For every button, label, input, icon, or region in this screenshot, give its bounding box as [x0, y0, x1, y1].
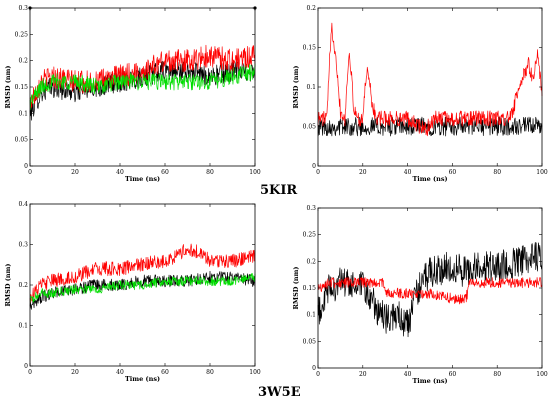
y-tick-label: 0.05 — [15, 137, 29, 144]
y-tick-label: 0.2 — [306, 5, 316, 12]
x-tick-label: 20 — [359, 371, 367, 378]
x-tick-label: 60 — [449, 371, 457, 378]
y-axis-label: RMSD (nm) — [4, 264, 12, 307]
x-tick-label: 20 — [71, 369, 79, 376]
y-axis-label: RMSD (nm) — [4, 66, 12, 109]
corner-marker — [253, 6, 257, 10]
x-tick-label: 40 — [404, 169, 412, 176]
series-line-2 — [317, 22, 543, 137]
x-axis-label: Time (ns) — [125, 375, 160, 383]
y-tick-label: 0 — [312, 163, 316, 170]
x-tick-label: 0 — [316, 169, 320, 176]
chart-bottom-left: 0 20 40 60 80 100 0 0.1 0.2 0.3 0.4 Time (ns) RMSD (… — [4, 201, 261, 383]
x-tick-label: 80 — [206, 169, 214, 176]
figure-label-3w5e: 3W5E — [258, 385, 301, 400]
y-tick-label: 0 — [24, 363, 28, 370]
y-tick-label: 0 — [24, 163, 28, 170]
x-tick-label: 40 — [116, 169, 124, 176]
y-tick-label: 0.15 — [303, 285, 317, 292]
figure-label-5kir: 5KIR — [260, 183, 297, 198]
y-tick-label: 0.1 — [306, 312, 316, 319]
x-tick-label: 80 — [206, 369, 214, 376]
x-tick-label: 80 — [493, 169, 501, 176]
x-tick-label: 0 — [316, 371, 320, 378]
y-tick-label: 0.1 — [18, 323, 28, 330]
x-tick-label: 100 — [536, 169, 548, 176]
series-line-3 — [29, 63, 256, 111]
x-tick-label: 0 — [28, 169, 32, 176]
x-tick-label: 100 — [536, 371, 548, 378]
y-tick-label: 0.15 — [15, 84, 29, 91]
x-tick-label: 60 — [449, 169, 457, 176]
y-tick-label: 0.1 — [306, 84, 316, 91]
series-line-3 — [29, 273, 256, 303]
x-tick-label: 60 — [161, 369, 169, 376]
y-tick-label: 0.1 — [18, 110, 28, 117]
y-tick-label: 0.2 — [306, 258, 316, 265]
x-axis-label: Time (ns) — [125, 175, 160, 183]
series-line-2 — [317, 277, 543, 305]
y-axis-label: RMSD (nm) — [292, 66, 300, 109]
y-tick-label: 0.25 — [303, 232, 317, 239]
y-tick-label: 0.15 — [303, 45, 317, 52]
x-tick-label: 20 — [71, 169, 79, 176]
y-tick-label: 0.3 — [18, 242, 28, 249]
x-tick-label: 60 — [161, 169, 169, 176]
series-line-1 — [317, 242, 543, 338]
x-tick-label: 80 — [493, 371, 501, 378]
plot-frame — [317, 7, 543, 167]
y-tick-label: 0.25 — [15, 31, 29, 38]
corner-marker — [28, 6, 32, 10]
x-axis-label: Time (ns) — [412, 175, 447, 183]
y-tick-label: 0.05 — [303, 124, 317, 131]
y-tick-label: 0.2 — [18, 282, 28, 289]
y-tick-label: 0.05 — [303, 338, 317, 345]
x-tick-label: 40 — [116, 369, 124, 376]
y-tick-label: 0 — [312, 365, 316, 372]
series-line-2 — [29, 44, 256, 109]
y-tick-label: 0.3 — [306, 205, 316, 212]
y-axis-label: RMSD (nm) — [292, 267, 300, 310]
y-tick-label: 0.2 — [18, 58, 28, 65]
y-tick-label: 0.4 — [18, 201, 28, 208]
series-line-1 — [29, 270, 256, 310]
x-tick-label: 20 — [359, 169, 367, 176]
chart-top-left: 0 20 40 60 80 100 0 0.05 0.1 0.15 0.2 0.25 0.3 Time (… — [4, 5, 261, 183]
x-tick-label: 0 — [28, 369, 32, 376]
chart-top-right: 0 20 40 60 80 100 0 0.05 0.1 0.15 0.2 Time (ns) RMSD… — [292, 5, 548, 183]
x-tick-label: 100 — [249, 169, 261, 176]
x-tick-label: 100 — [249, 369, 261, 376]
x-tick-label: 40 — [404, 371, 412, 378]
chart-bottom-right: 0 20 40 60 80 100 0 0.05 0.1 0.15 0.2 0.25 0.3 Time (… — [292, 205, 548, 385]
x-axis-label: Time (ns) — [412, 377, 447, 385]
y-tick-label: 0.3 — [18, 5, 28, 12]
series-line-2 — [29, 243, 256, 303]
